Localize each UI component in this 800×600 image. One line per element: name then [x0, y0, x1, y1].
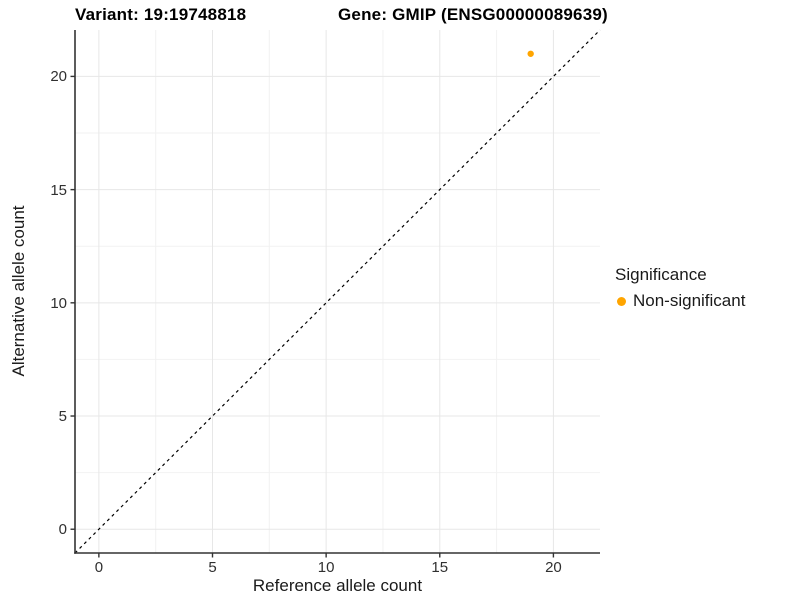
- legend-point-icon: [617, 296, 626, 306]
- variant-title: Variant: 19:19748818: [75, 5, 247, 24]
- legend-item: Non-significant: [617, 291, 745, 311]
- y-axis-title: Alternative allele count: [9, 205, 28, 377]
- y-tick-label: 0: [58, 521, 67, 539]
- x-tick-label: 5: [208, 559, 217, 576]
- x-axis-title: Reference allele count: [252, 576, 423, 595]
- x-tick-label: 15: [431, 559, 449, 576]
- y-tick-label: 5: [58, 408, 67, 426]
- x-tick-label: 20: [545, 559, 562, 576]
- x-tick-label: 10: [317, 559, 335, 576]
- data-point: [527, 50, 534, 57]
- legend: Significance Non-significant: [615, 265, 745, 311]
- y-tick-label: 15: [50, 181, 67, 199]
- identity-dashed-line: [74, 29, 601, 554]
- gene-title: Gene: GMIP (ENSG00000089639): [338, 5, 608, 24]
- legend-title: Significance: [615, 265, 707, 284]
- y-tick-label: 10: [50, 294, 67, 312]
- legend-item-label: Non-significant: [633, 291, 746, 310]
- x-tick-label: 0: [94, 559, 104, 576]
- y-tick-label: 20: [50, 68, 67, 86]
